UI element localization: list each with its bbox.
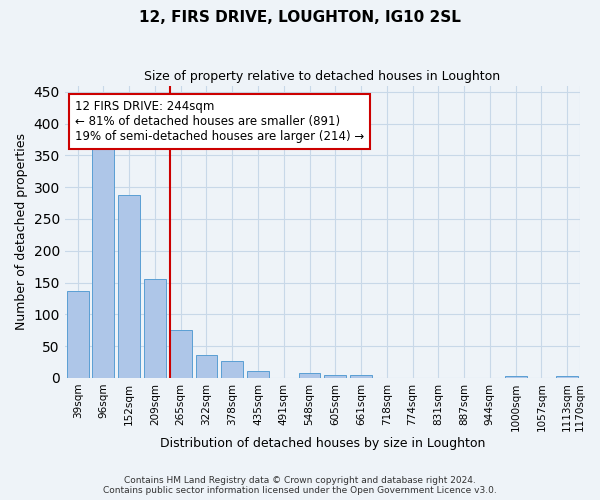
Y-axis label: Number of detached properties: Number of detached properties (15, 133, 28, 330)
Text: 12, FIRS DRIVE, LOUGHTON, IG10 2SL: 12, FIRS DRIVE, LOUGHTON, IG10 2SL (139, 10, 461, 25)
Bar (325, 376, 346, 378)
Bar (299, 374, 320, 378)
Bar (350, 376, 372, 378)
Text: Contains HM Land Registry data © Crown copyright and database right 2024.
Contai: Contains HM Land Registry data © Crown c… (103, 476, 497, 495)
Bar (556, 376, 578, 378)
X-axis label: Distribution of detached houses by size in Loughton: Distribution of detached houses by size … (160, 437, 485, 450)
Bar (144, 280, 166, 378)
Text: 12 FIRS DRIVE: 244sqm
← 81% of detached houses are smaller (891)
19% of semi-det: 12 FIRS DRIVE: 244sqm ← 81% of detached … (75, 100, 364, 143)
Bar (118, 195, 140, 378)
Bar (505, 376, 527, 378)
Bar (92, 142, 115, 378)
Bar (196, 355, 217, 378)
Bar (247, 371, 269, 378)
Bar (221, 362, 243, 378)
Bar (67, 292, 89, 378)
Title: Size of property relative to detached houses in Loughton: Size of property relative to detached ho… (145, 70, 500, 83)
Bar (170, 330, 191, 378)
